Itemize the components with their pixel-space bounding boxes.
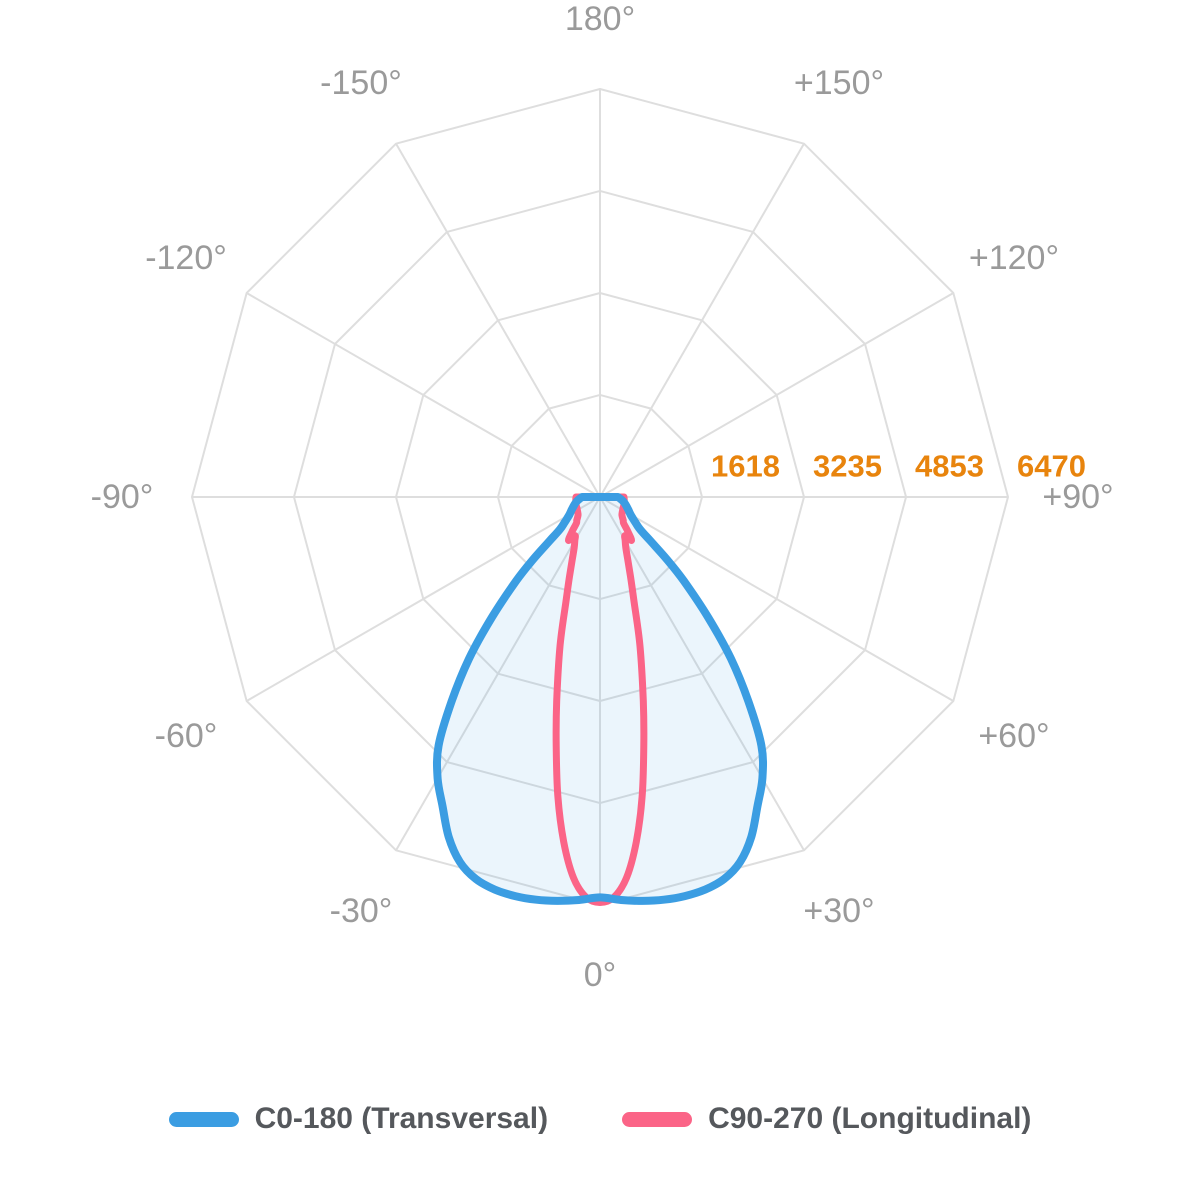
- angle-label-90: +90°: [1042, 478, 1114, 516]
- series-curve-c90-270: [552, 493, 648, 906]
- polar-grid: [191, 88, 1009, 906]
- angle-label--30: -30°: [329, 891, 393, 930]
- grid-spoke-150deg: [599, 143, 805, 498]
- grid-spoke-330deg: [395, 496, 601, 851]
- legend-swatch-c0-180: [168, 1111, 239, 1127]
- grid-spoke-120deg: [599, 292, 954, 498]
- radial-tick-6470: 6470: [1013, 448, 1090, 484]
- angle-label-60: +60°: [978, 717, 1050, 755]
- grid-spoke-30deg: [599, 496, 805, 851]
- angle-label-0: 0°: [583, 956, 617, 994]
- grid-spoke-60deg: [599, 496, 954, 702]
- radial-tick-3235: 3235: [809, 448, 886, 484]
- legend-item-c90-270[interactable]: C90-270 (Longitudinal): [622, 1104, 1031, 1134]
- angle-label-120: +120°: [968, 239, 1060, 277]
- series-fill-c0-180: [436, 497, 764, 901]
- angle-label-30: +30°: [803, 891, 875, 930]
- legend-item-c0-180[interactable]: C0-180 (Transversal): [168, 1102, 549, 1135]
- legend-swatch-c90-270: [622, 1111, 693, 1127]
- angle-label--60: -60°: [154, 717, 218, 755]
- angle-label--90: -90°: [90, 478, 154, 516]
- grid-spoke-300deg: [246, 496, 601, 702]
- angle-label-180: 180°: [564, 0, 636, 38]
- radial-tick-4853: 4853: [911, 448, 988, 484]
- radial-tick-1618: 1618: [707, 448, 784, 484]
- legend-label-c90-270: C90-270 (Longitudinal): [708, 1102, 1032, 1135]
- grid-spoke-210deg: [395, 143, 601, 498]
- angle-label--150: -150°: [320, 64, 402, 103]
- series-curve-c0-180: [432, 493, 768, 905]
- angle-label-150: +150°: [793, 64, 885, 103]
- grid-spoke-240deg: [246, 292, 601, 498]
- angle-label--120: -120°: [145, 239, 227, 277]
- legend: C0-180 (Transversal) C90-270 (Longitudin…: [0, 1104, 1200, 1134]
- legend-label-c0-180: C0-180 (Transversal): [254, 1102, 549, 1135]
